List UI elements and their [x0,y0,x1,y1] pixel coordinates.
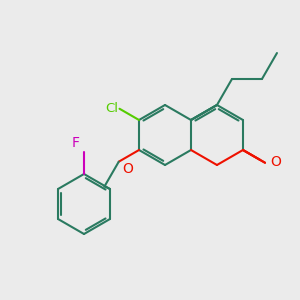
Text: F: F [71,136,80,150]
Text: O: O [270,155,281,169]
Text: O: O [122,162,133,176]
Text: Cl: Cl [105,102,118,115]
